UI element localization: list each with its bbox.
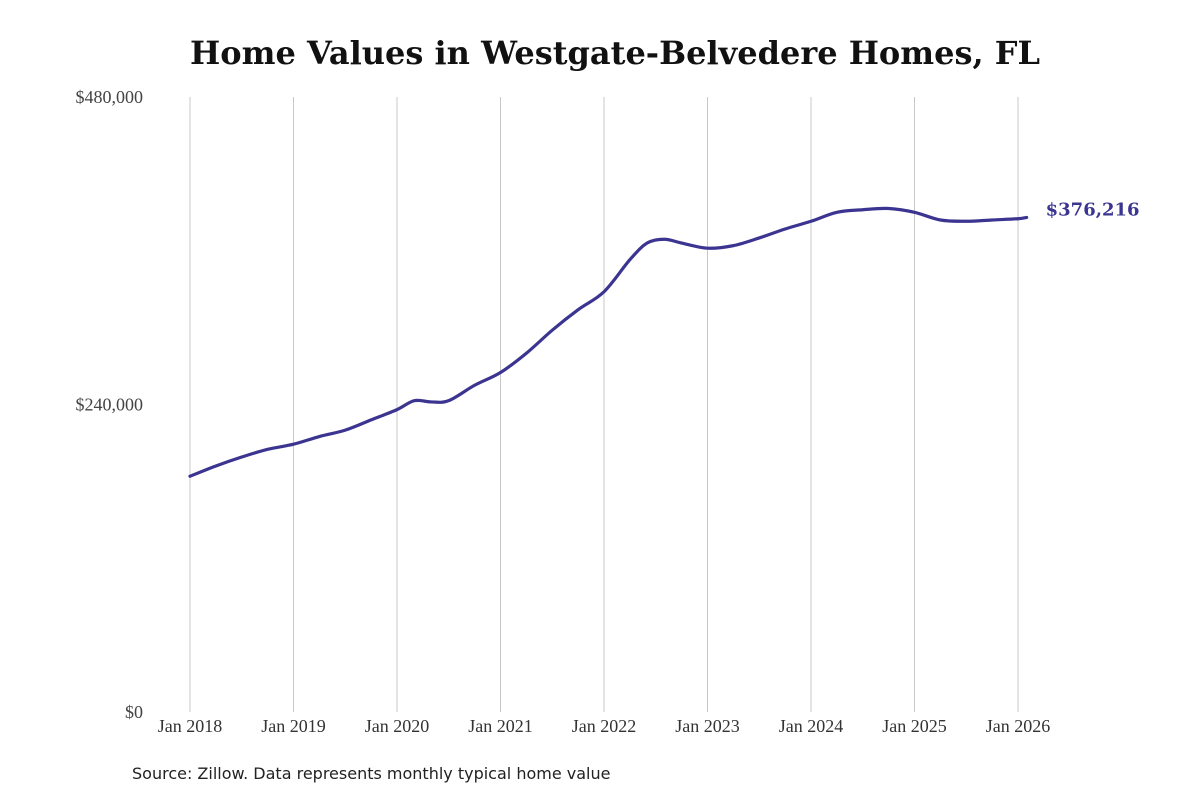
y-tick-label: $480,000 (76, 87, 144, 107)
y-tick-label: $0 (125, 702, 143, 722)
chart-title: Home Values in Westgate-Belvedere Homes,… (190, 34, 1040, 72)
x-tick-label: Jan 2024 (779, 716, 844, 736)
y-tick-label: $240,000 (76, 395, 144, 415)
x-tick-label: Jan 2022 (572, 716, 637, 736)
x-tick-label: Jan 2023 (675, 716, 740, 736)
source-note: Source: Zillow. Data represents monthly … (132, 764, 611, 783)
x-tick-label: Jan 2025 (882, 716, 947, 736)
x-tick-label: Jan 2019 (261, 716, 326, 736)
series-line (188, 206, 1029, 478)
x-tick-label: Jan 2018 (158, 716, 223, 736)
x-tick-label: Jan 2026 (986, 716, 1051, 736)
x-tick-label: Jan 2020 (365, 716, 430, 736)
x-tick-label: Jan 2021 (468, 716, 533, 736)
end-value-label: $376,216 (1046, 199, 1140, 220)
